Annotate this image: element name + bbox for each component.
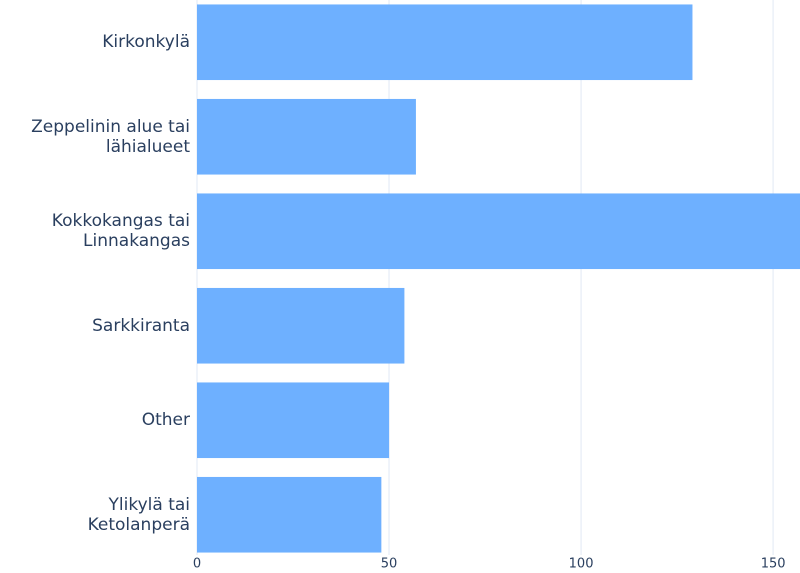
- y-tick-label: Sarkkiranta: [92, 315, 190, 336]
- y-tick-label: Zeppelinin alue tai lähialueet: [31, 116, 190, 157]
- y-tick-label: Other: [141, 410, 190, 431]
- x-tick-label: 100: [569, 557, 594, 572]
- bar: [197, 193, 800, 270]
- bar: [197, 476, 382, 553]
- y-tick-label: Kirkonkylä: [102, 32, 190, 53]
- bar: [197, 287, 405, 364]
- bar: [197, 382, 390, 459]
- y-tick-label: Kokkokangas tai Linnakangas: [51, 211, 190, 252]
- x-tick-label: 0: [193, 557, 201, 572]
- bar: [197, 98, 416, 175]
- x-tick-label: 50: [381, 557, 398, 572]
- y-tick-label: Ylikylä tai Ketolanperä: [87, 494, 190, 535]
- x-tick-label: 150: [761, 557, 786, 572]
- bar: [197, 4, 693, 81]
